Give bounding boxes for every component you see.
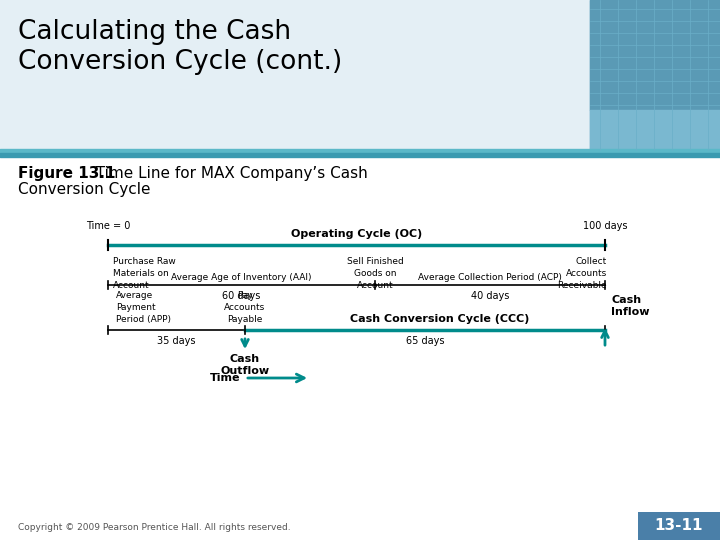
Text: 65 days: 65 days xyxy=(406,336,444,346)
Text: Sell Finished
Goods on
Account: Sell Finished Goods on Account xyxy=(346,257,403,289)
Text: 13-11: 13-11 xyxy=(654,518,703,534)
Text: 60 days: 60 days xyxy=(222,291,261,301)
Text: Copyright © 2009 Pearson Prentice Hall. All rights reserved.: Copyright © 2009 Pearson Prentice Hall. … xyxy=(18,523,291,532)
Text: 35 days: 35 days xyxy=(157,336,196,346)
Text: 40 days: 40 days xyxy=(471,291,509,301)
Text: Cash Conversion Cycle (CCC): Cash Conversion Cycle (CCC) xyxy=(351,314,530,324)
Text: Operating Cycle (OC): Operating Cycle (OC) xyxy=(291,229,422,239)
Text: Figure 13.1: Figure 13.1 xyxy=(18,166,115,181)
Text: Time: Time xyxy=(210,373,240,383)
Text: Pay
Accounts
Payable: Pay Accounts Payable xyxy=(225,292,266,324)
Text: Time = 0: Time = 0 xyxy=(86,221,130,231)
Text: Average Collection Period (ACP): Average Collection Period (ACP) xyxy=(418,273,562,282)
Text: Calculating the Cash: Calculating the Cash xyxy=(18,19,291,45)
Text: Cash
Outflow: Cash Outflow xyxy=(220,354,269,376)
Text: Time Line for MAX Company’s Cash: Time Line for MAX Company’s Cash xyxy=(86,166,368,181)
Text: Collect
Accounts
Receivable: Collect Accounts Receivable xyxy=(557,257,607,289)
Text: 100 days: 100 days xyxy=(582,221,627,231)
Text: Average Age of Inventory (AAI): Average Age of Inventory (AAI) xyxy=(171,273,312,282)
Text: Cash
Inflow: Cash Inflow xyxy=(611,295,649,317)
Text: Purchase Raw
Materials on
Account: Purchase Raw Materials on Account xyxy=(113,257,176,289)
Text: Average
Payment
Period (APP): Average Payment Period (APP) xyxy=(116,292,171,324)
Text: Conversion Cycle: Conversion Cycle xyxy=(18,182,150,197)
Text: Conversion Cycle (cont.): Conversion Cycle (cont.) xyxy=(18,49,342,75)
Bar xyxy=(638,512,720,540)
